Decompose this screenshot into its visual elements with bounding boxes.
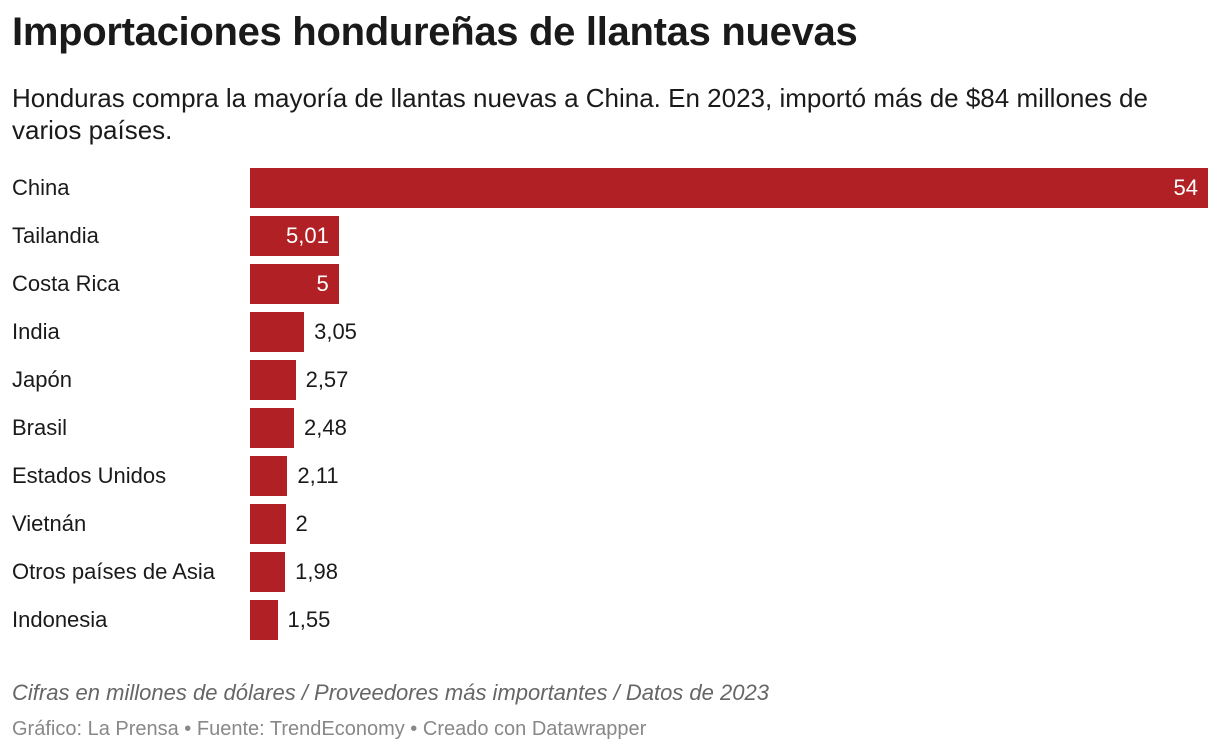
value-label: 5 [316, 271, 329, 296]
bar [250, 264, 339, 304]
value-label: 2,57 [305, 367, 349, 392]
bar [250, 456, 288, 496]
bar [250, 312, 305, 352]
category-label: Japón [12, 367, 72, 392]
chart-subtitle: Honduras compra la mayoría de llantas nu… [12, 83, 1148, 145]
bar [250, 216, 339, 256]
category-label: Otros países de Asia [12, 559, 215, 584]
value-label: 2,11 [297, 463, 339, 488]
bar-row: Japón 2,57 [0, 360, 1220, 400]
bar-row: Brasil 2,48 [0, 408, 1220, 448]
value-label: 1,98 [295, 559, 338, 584]
category-label: Brasil [12, 415, 68, 440]
bar-row: Tailandia 5,01 [0, 216, 1220, 256]
category-label: Costa Rica [12, 271, 120, 296]
category-label: Estados Unidos [12, 463, 167, 488]
bar-chart: China 54 Tailandia 5,01 Costa Rica 5 India 3,05… [0, 160, 1220, 650]
bar [250, 168, 1208, 208]
category-label: Vietnán [12, 511, 87, 536]
category-label: Tailandia [12, 223, 99, 248]
chart-footer: Gráfico: La Prensa • Fuente: TrendEconom… [12, 718, 647, 740]
bar-row: China 54 [0, 168, 1220, 208]
bar-row: Estados Unidos 2,11 [0, 456, 1220, 496]
bar [250, 360, 296, 400]
bar-row: Otros países de Asia 1,98 [0, 552, 1220, 592]
bar [250, 552, 286, 592]
category-label: Indonesia [12, 607, 108, 632]
bar-row: Costa Rica 5 [0, 264, 1220, 304]
category-label: India [12, 319, 60, 344]
bar [250, 600, 278, 640]
value-label: 3,05 [314, 319, 357, 344]
value-label: 54 [1173, 175, 1198, 200]
bar-row: India 3,05 [0, 312, 1220, 352]
category-label: China [12, 175, 70, 200]
bar [250, 408, 294, 448]
value-label: 1,55 [287, 607, 331, 632]
bar-row: Indonesia 1,55 [0, 600, 1220, 640]
value-label: 5,01 [286, 223, 329, 248]
value-label: 2 [295, 511, 308, 536]
chart-notes: Cifras en millones de dólares / Proveedo… [12, 680, 769, 705]
bar [250, 504, 286, 544]
chart-title: Importaciones hondureñas de llantas nuev… [12, 10, 858, 54]
bar-row: Vietnán 2 [0, 504, 1220, 544]
value-label: 2,48 [303, 415, 347, 440]
